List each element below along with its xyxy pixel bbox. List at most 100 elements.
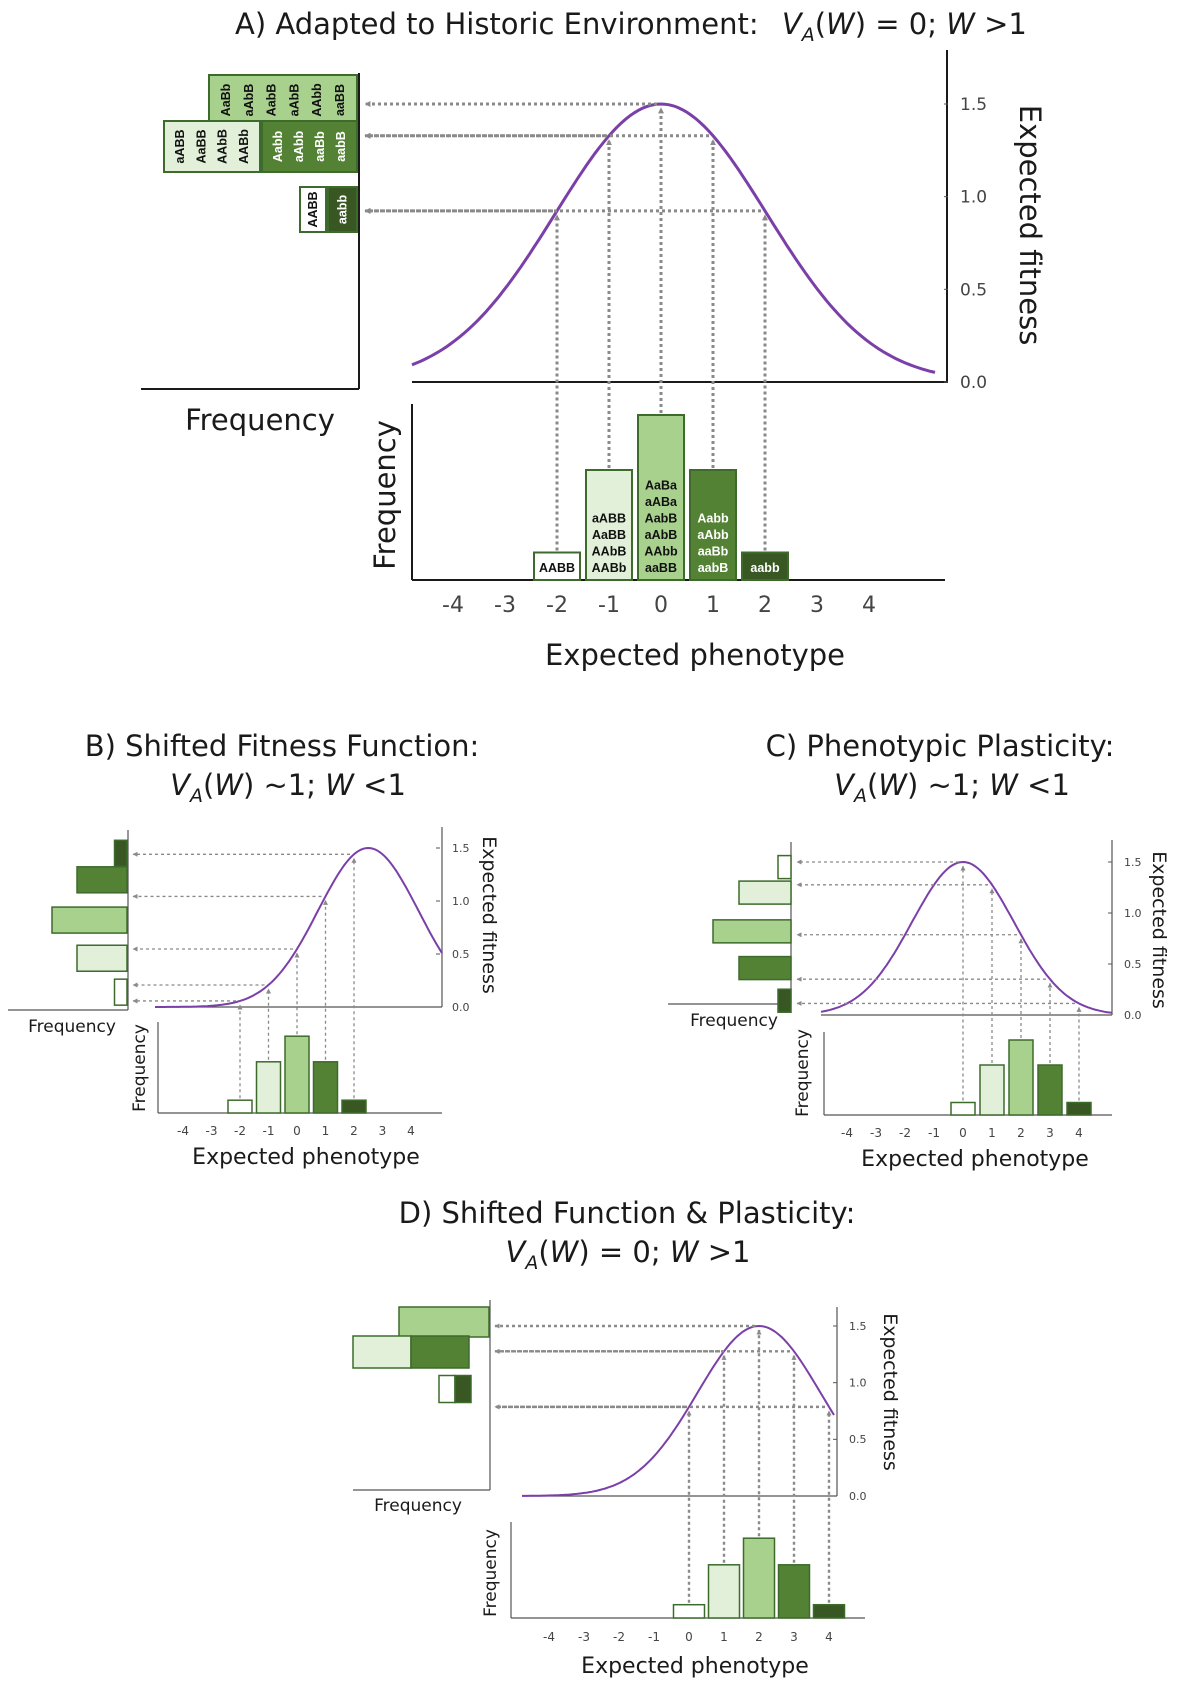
phenotype-bar (533, 551, 581, 581)
phenotype-bar (672, 1603, 706, 1619)
x-tick-label: 0 (959, 1126, 967, 1140)
side-genotype-label: aAbB (287, 84, 301, 117)
panel-c-bar-ylabel: Frequency (793, 1029, 813, 1117)
panel-b-fitness-ticks: 0.0 0.5 1.0 1.5 (436, 842, 470, 1014)
genotype-label: aabB (698, 561, 729, 575)
x-tick-label: -2 (234, 1124, 246, 1138)
x-tick-label: -1 (648, 1630, 660, 1644)
phenotype-bar (312, 1061, 339, 1114)
panel-a-side-bars: AaBb aAbB AabB aAbB AAbb aaBB aABB AaBB AAbB AABb… (163, 74, 358, 233)
panel-a-expr-v: V (782, 7, 804, 41)
x-tick-label: 2 (755, 1630, 763, 1644)
fitness-tick-label: 1.0 (960, 188, 987, 208)
panel-c: C) Phenotypic Plasticity: VA(W) ~1; W <1… (668, 729, 1170, 1172)
x-tick-label: -3 (870, 1126, 882, 1140)
panel-a-side-label: Frequency (185, 403, 335, 437)
side-genotype-label: aabB (334, 131, 348, 162)
side-fitness-bar (398, 1306, 490, 1338)
phenotype-bar (689, 469, 737, 581)
panel-c-fitness-label: Expected fitness (1148, 851, 1170, 1009)
x-tick-label: 0 (685, 1630, 693, 1644)
phenotype-bar (637, 414, 685, 581)
phenotype-bar (227, 1099, 253, 1114)
side-genotype-label: aabb (336, 195, 350, 225)
panel-c-expr-p: ( (867, 768, 878, 802)
panel-c-bars (950, 1039, 1092, 1116)
panel-a-expr-w2: W (946, 7, 976, 41)
genotype-label: AABb (592, 561, 627, 575)
x-tick-label: 1 (988, 1126, 996, 1140)
panel-c-expr-w: W (878, 768, 908, 802)
panel-b-expr-w2: W (325, 768, 355, 802)
genotype-label: aAbb (697, 528, 729, 542)
panel-b-xlabel: Expected phenotype (192, 1145, 420, 1170)
panel-a-fitness-label: Expected fitness (1013, 105, 1047, 346)
panel-c-expr-v: V (834, 768, 856, 802)
x-tick-label: 2 (758, 593, 772, 618)
x-tick-label: 0 (293, 1124, 301, 1138)
side-genotype-label: AABB (306, 191, 320, 227)
panel-a: A) Adapted to Historic Environment: VA(W… (141, 7, 1047, 672)
phenotype-bar (341, 1099, 367, 1114)
side-fitness-bar (777, 988, 792, 1013)
x-tick-label: 4 (1075, 1126, 1083, 1140)
x-tick-label: -2 (546, 593, 568, 618)
panel-b-title: B) Shifted Fitness Function: (85, 729, 480, 763)
x-tick-label: -2 (899, 1126, 911, 1140)
panel-c-guides (796, 859, 1082, 1101)
side-fitness-bar (712, 919, 792, 944)
panel-b-subtitle: VA(W) ~1; W <1 (170, 768, 406, 807)
panel-d-expr-sub: A (523, 1252, 538, 1274)
x-tick-label: 4 (825, 1630, 833, 1644)
side-fitness-bar (352, 1335, 412, 1369)
panel-a-fitness-ticks: 0.0 0.5 1.0 1.5 (944, 95, 987, 393)
panel-c-fitness-ticks: 0.0 0.5 1.0 1.5 (1108, 856, 1142, 1022)
x-tick-label: 1 (720, 1630, 728, 1644)
panel-d-expr-mid: ) = 0; (578, 1235, 670, 1269)
x-tick-label: -1 (928, 1126, 940, 1140)
panel-a-bars: AABB aABB AaBB AAbB AABb AaBa aABa AabB aAbB AAbb… (533, 414, 789, 581)
panel-b-fitness-label: Expected fitness (478, 836, 500, 994)
side-fitness-bar (299, 186, 327, 233)
side-fitness-bar (438, 1374, 456, 1404)
genotype-label: AaBB (592, 528, 626, 542)
genotype-label: AAbb (644, 545, 678, 559)
x-tick-label: -3 (578, 1630, 590, 1644)
side-genotype-label: aAbb (292, 131, 306, 163)
phenotype-bar (1037, 1064, 1063, 1116)
panel-d-xlabel: Expected phenotype (581, 1654, 809, 1679)
panel-d-x-ticks: -4 -3 -2 -1 0 1 2 3 4 (543, 1630, 833, 1644)
side-fitness-bar (113, 839, 128, 868)
side-fitness-bar (410, 1335, 470, 1369)
fitness-tick-label: 0.5 (452, 948, 470, 961)
panel-a-x-ticks: -4 -3 -2 -1 0 1 2 3 4 (442, 593, 876, 618)
x-tick-label: 3 (810, 593, 824, 618)
panel-d-fitness-label: Expected fitness (879, 1313, 901, 1471)
panel-a-title: A) Adapted to Historic Environment: VA(W… (235, 7, 1027, 46)
genotype-label: aABa (645, 495, 678, 509)
panel-a-expr-w: W (826, 7, 856, 41)
panel-d-expr-w2: W (670, 1235, 700, 1269)
panel-a-title-prefix: A) Adapted to Historic Environment: (235, 7, 759, 41)
genotype-label: AABB (539, 561, 575, 575)
panel-b-guides (132, 851, 357, 1099)
side-fitness-bar (261, 120, 358, 173)
x-tick-label: -2 (613, 1630, 625, 1644)
side-fitness-bar (76, 944, 128, 972)
x-tick-label: 3 (379, 1124, 387, 1138)
panel-a-bar-ylabel: Frequency (368, 420, 402, 570)
side-genotype-label: AabB (265, 84, 279, 117)
x-tick-label: 2 (350, 1124, 358, 1138)
phenotype-bar (950, 1101, 976, 1116)
genotype-label: aabb (750, 561, 780, 575)
phenotype-bar (742, 1537, 776, 1619)
panel-c-expr-w2: W (989, 768, 1019, 802)
panel-a-fitness-curve (411, 102, 936, 374)
panel-b-bar-ylabel: Frequency (130, 1024, 150, 1112)
panel-d-bar-ylabel: Frequency (481, 1529, 501, 1617)
fitness-tick-label: 1.0 (849, 1377, 867, 1390)
x-tick-label: 3 (790, 1630, 798, 1644)
panel-d-side-bars (352, 1306, 490, 1404)
fitness-tick-label: 1.5 (452, 842, 470, 855)
x-tick-label: 0 (654, 593, 668, 618)
